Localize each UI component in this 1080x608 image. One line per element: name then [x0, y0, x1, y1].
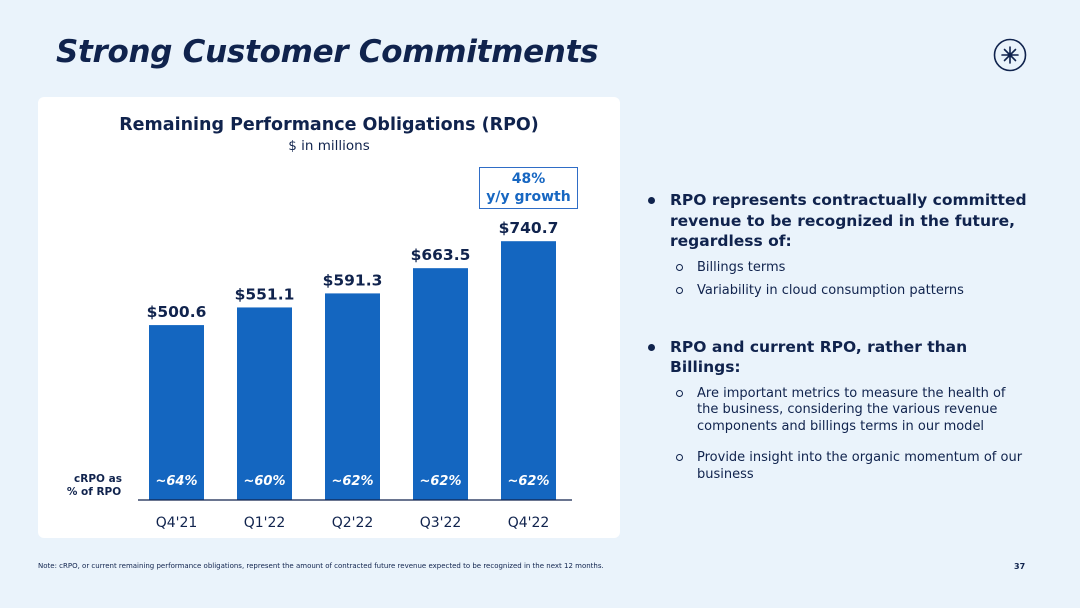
sub-bullet-text: Billings terms	[697, 259, 786, 275]
starburst-logo-icon	[993, 38, 1027, 72]
footnote: Note: cRPO, or current remaining perform…	[38, 562, 604, 570]
crpo-percent-label: ~64%	[155, 474, 197, 489]
x-tick-label: Q2'22	[332, 515, 374, 531]
bar-value-label: $500.6	[147, 303, 207, 321]
bar-value-label: $740.7	[499, 219, 559, 237]
bar-Q2'22	[325, 293, 380, 500]
growth-callout-label: y/y growth	[486, 189, 571, 205]
bar-Q3'22	[413, 268, 468, 500]
sub-bullet-text: Variability in cloud consumption pattern…	[697, 283, 964, 298]
x-tick-label: Q3'22	[420, 515, 462, 531]
crpo-axis-label: cRPO as	[74, 473, 122, 485]
crpo-percent-label: ~62%	[507, 474, 549, 489]
sub-bullet-cloud-variability: Variability in cloud consumption pattern…	[648, 283, 1028, 300]
growth-callout: 48% y/y growth	[479, 167, 578, 209]
bar-Q4'22	[501, 241, 556, 501]
growth-callout-percent: 48%	[511, 171, 546, 187]
x-tick-label: Q1'22	[244, 515, 286, 531]
bullet-rpo-vs-billings: RPO and current RPO, rather than Billing…	[648, 337, 1028, 378]
slide-title: Strong Customer Commitments	[56, 34, 599, 70]
bar-value-label: $663.5	[411, 246, 471, 264]
sub-bullet-text: Are important metrics to measure the hea…	[697, 385, 1006, 434]
chart-title: Remaining Performance Obligations (RPO)	[119, 115, 539, 135]
bullet-text: RPO and current RPO, rather than Billing…	[670, 337, 968, 377]
bullet-text: RPO represents contractually committed r…	[670, 191, 1027, 250]
sub-bullet-text: Provide insight into the organic momentu…	[697, 450, 1023, 482]
bar-Q4'21	[149, 325, 204, 500]
sub-bullet-organic-momentum: Provide insight into the organic momentu…	[648, 450, 1028, 483]
chart-card: Remaining Performance Obligations (RPO) …	[38, 97, 620, 538]
x-tick-label: Q4'22	[508, 515, 550, 531]
bullet-list: RPO represents contractually committed r…	[648, 190, 1028, 483]
crpo-percent-label: ~62%	[331, 474, 373, 489]
bar-Q1'22	[237, 307, 292, 500]
crpo-percent-label: ~60%	[243, 474, 285, 489]
bar-value-label: $551.1	[235, 285, 295, 303]
bar-value-label: $591.3	[323, 271, 383, 289]
rpo-bar-chart: $500.6 ~64% Q4'21 $551.1 ~60% Q1'22 $591.3 ~62%…	[67, 219, 572, 531]
x-tick-label: Q4'21	[156, 515, 198, 531]
sub-bullet-health-metrics: Are important metrics to measure the hea…	[648, 386, 1028, 436]
chart-subtitle: $ in millions	[288, 138, 370, 154]
crpo-percent-label: ~62%	[419, 474, 461, 489]
crpo-axis-label: % of RPO	[67, 486, 121, 498]
bullet-rpo-definition: RPO represents contractually committed r…	[648, 190, 1028, 252]
sub-bullet-billings-terms: Billings terms	[648, 260, 1028, 277]
page-number: 37	[1014, 562, 1026, 571]
